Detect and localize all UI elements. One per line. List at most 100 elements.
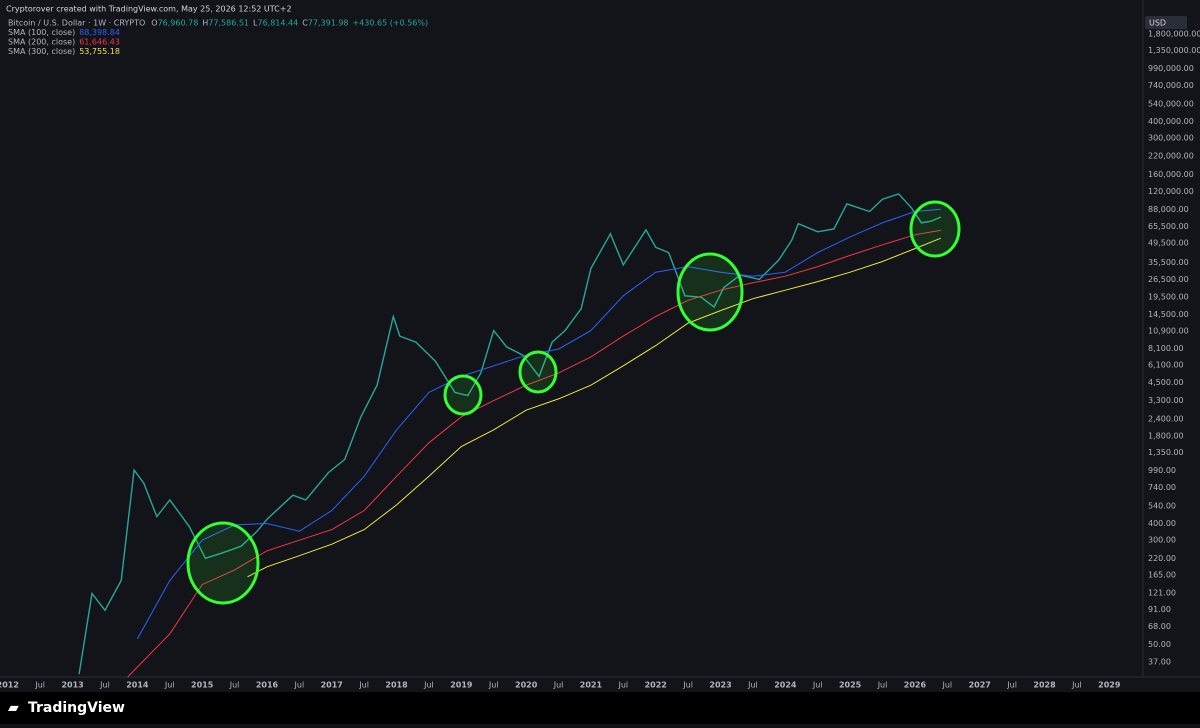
x-tick-label: Jul [1071, 681, 1082, 690]
y-tick-label: 14,500.00 [1148, 310, 1189, 319]
legend-name: SMA (100, close) [8, 28, 75, 37]
y-tick-label: 165.00 [1148, 570, 1176, 579]
legend-value: 61,646.43 [79, 38, 120, 47]
y-tick-label: 2,400.00 [1148, 415, 1184, 424]
y-tick-label: 1,800,000.00 [1148, 29, 1200, 38]
ohlc-value: 76,960.78 [158, 19, 199, 28]
ohlc-value: 76,814.44 [257, 19, 298, 28]
ohlc-label: L [253, 19, 258, 28]
ohlc-value: 77,391.98 [308, 19, 349, 28]
legend-value: 88,398.84 [79, 28, 120, 37]
currency: USD [1149, 19, 1166, 28]
y-tick-label: 300.00 [1148, 536, 1176, 545]
highlight-circle [676, 252, 744, 332]
brand-icon: ▰ [8, 700, 19, 716]
x-tick-label: Jul [358, 681, 369, 690]
x-tick-label: Jul [812, 681, 823, 690]
y-tick-label: 91.00 [1148, 605, 1171, 614]
y-tick-label: 37.00 [1148, 658, 1171, 667]
price-change: +430.65 (+0.56%) [353, 19, 429, 28]
highlight-circle [909, 200, 961, 258]
x-tick-label: 2013 [61, 681, 83, 690]
y-tick-label: 65,500.00 [1148, 222, 1189, 231]
y-tick-label: 540,000.00 [1148, 99, 1194, 108]
legend-name: SMA (200, close) [8, 38, 75, 47]
x-tick-label: 2016 [256, 681, 279, 690]
y-tick-label: 35,500.00 [1148, 258, 1189, 267]
x-tick-label: Jul [99, 681, 110, 690]
y-tick-label: 220.00 [1148, 554, 1176, 563]
y-tick-label: 19,500.00 [1148, 293, 1189, 302]
x-tick-label: Jul [877, 681, 888, 690]
ohlc-label: O [151, 19, 157, 28]
y-tick-label: 740,000.00 [1148, 81, 1194, 90]
ohlc-label: H [202, 19, 208, 28]
x-tick-label: 2025 [839, 681, 862, 690]
highlight-circle [186, 521, 260, 605]
symbol-title: Bitcoin / U.S. Dollar · 1W · CRYPTO [8, 19, 145, 28]
brand: ▰ TradingView [8, 700, 125, 716]
y-tick-label: 1,350.00 [1148, 448, 1184, 457]
x-tick-label: 2015 [191, 681, 214, 690]
y-tick-label: 50.00 [1148, 640, 1171, 649]
x-tick-label: Jul [164, 681, 175, 690]
x-tick-label: 2020 [515, 681, 538, 690]
y-tick-label: 400,000.00 [1148, 117, 1194, 126]
y-tick-label: 1,350,000.00 [1148, 46, 1200, 55]
legend: Bitcoin / U.S. Dollar · 1W · CRYPTO O 76,… [8, 19, 428, 57]
x-tick-label: 2022 [645, 681, 667, 690]
x-tick-label: 2018 [385, 681, 408, 690]
y-tick-label: 6,100.00 [1148, 360, 1184, 369]
y-tick-label: 49,500.00 [1148, 239, 1189, 248]
y-tick-label: 4,500.00 [1148, 378, 1184, 387]
x-tick-label: Jul [747, 681, 758, 690]
y-tick-label: 990.00 [1148, 466, 1176, 475]
x-tick-label: Jul [34, 681, 45, 690]
annotations [186, 200, 961, 605]
y-tick-label: 26,500.00 [1148, 275, 1189, 284]
y-tick-label: 400.00 [1148, 519, 1176, 528]
footer-bar [0, 692, 1200, 724]
y-tick-label: 220,000.00 [1148, 152, 1194, 161]
x-tick-label: 2021 [580, 681, 603, 690]
x-tick-label: Jul [423, 681, 434, 690]
x-tick-label: 2027 [969, 681, 991, 690]
x-tick-label: 2014 [126, 681, 149, 690]
price-line [78, 193, 942, 675]
y-tick-label: 8,100.00 [1148, 344, 1184, 353]
x-tick-label: Jul [229, 681, 240, 690]
attribution: Cryptorover created with TradingView.com… [6, 5, 292, 14]
y-tick-label: 3,300.00 [1148, 396, 1184, 405]
x-tick-label: Jul [1006, 681, 1017, 690]
y-tick-label: 740.00 [1148, 483, 1176, 492]
currency-box [1145, 16, 1187, 29]
highlight-circle [443, 374, 483, 416]
ohlc-label: C [302, 19, 308, 28]
sma-line [247, 237, 941, 578]
y-tick-label: 121.00 [1148, 589, 1176, 598]
y-tick-label: 10,900.00 [1148, 327, 1189, 336]
y-tick-label: 120,000.00 [1148, 187, 1194, 196]
y-tick-label: 1,800.00 [1148, 431, 1184, 440]
legend-value: 53,755.18 [79, 47, 120, 56]
x-tick-label: 2019 [450, 681, 473, 690]
y-tick-label: 990,000.00 [1148, 64, 1194, 73]
y-tick-label: 540.00 [1148, 501, 1176, 510]
y-tick-label: 88,000.00 [1148, 205, 1189, 214]
legend-name: SMA (300, close) [8, 47, 75, 56]
brand-name: TradingView [28, 700, 125, 716]
x-tick-label: 2029 [1098, 681, 1121, 690]
y-tick-label: 160,000.00 [1148, 170, 1194, 179]
x-tick-label: 2024 [774, 681, 797, 690]
sma-line [127, 229, 941, 678]
ohlc-value: 77,586.51 [208, 19, 249, 28]
x-tick-label: 2017 [321, 681, 343, 690]
plot-area [78, 193, 942, 678]
x-tick-label: 2012 [0, 681, 19, 690]
x-tick-label: 2023 [709, 681, 731, 690]
x-tick-label: 2028 [1033, 681, 1056, 690]
highlight-circle [518, 350, 558, 394]
x-tick-label: 2026 [904, 681, 927, 690]
